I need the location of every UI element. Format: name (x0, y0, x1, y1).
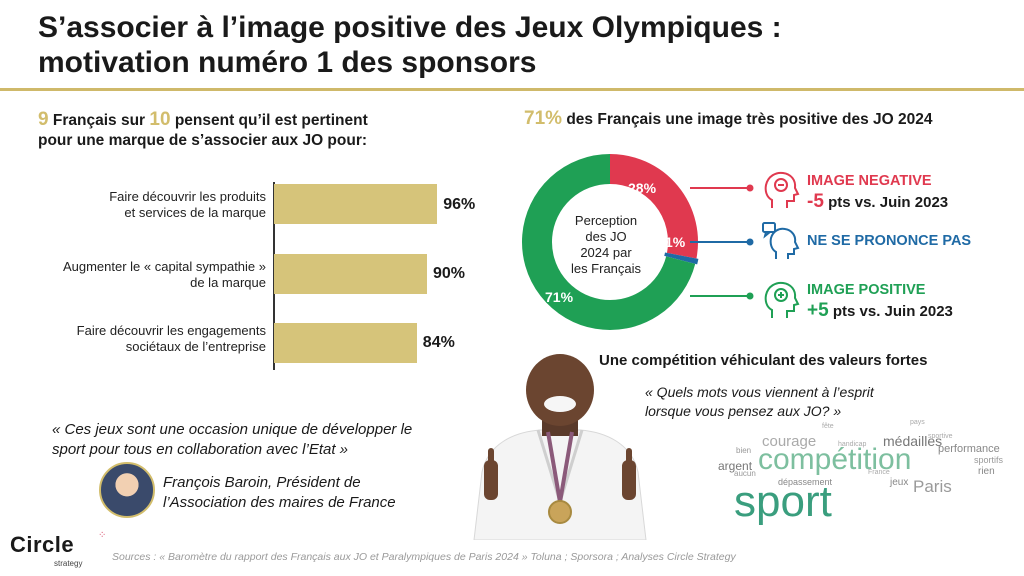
right-headline-text: des Français une image très positive des… (562, 111, 933, 128)
donut-segment-positive (522, 154, 696, 330)
connector-lines (690, 184, 754, 300)
bar-value-3: 84% (422, 334, 455, 351)
donut-chart (522, 154, 699, 330)
donut-center-line-1: Perception (574, 213, 638, 228)
connector-negative-dot (746, 184, 754, 192)
right-headline: 71% des Français une image très positive… (524, 108, 932, 131)
bar-label-3-line-1: Faire découvrir les engagements (76, 323, 266, 338)
donut-center-line-3: 2024 par (580, 245, 632, 260)
category-positive-title: IMAGE POSITIVE (807, 282, 926, 298)
word-pays: pays (910, 419, 925, 426)
headline-number-9: 9 (38, 109, 49, 130)
values-question-line-2: lorsque vous pensez aux JO? » (645, 403, 842, 419)
word-rien: rien (978, 466, 995, 477)
word-cloud: sport compétition Paris médailles courag… (700, 415, 1015, 535)
circle-strategy-logo: Circle ⁘ strategy (10, 530, 106, 568)
word-paris: Paris (913, 477, 952, 496)
positive-delta-text: pts vs. Juin 2023 (828, 303, 953, 320)
author-line-2: l’Association des maires de France (163, 494, 396, 511)
head-minus-icon (764, 171, 800, 208)
bar-label-1: Faire découvrir les produits et services… (10, 189, 266, 221)
connector-neutral-dot (746, 238, 754, 246)
word-competition: compétition (758, 443, 912, 476)
values-question: « Quels mots vous viennent à l’esprit lo… (645, 383, 925, 421)
category-negative-title: IMAGE NEGATIVE (807, 173, 932, 189)
word-argent: argent (718, 459, 753, 473)
logo-dots-icon: ⁘ (98, 530, 107, 541)
logo-sub-text: strategy (54, 559, 83, 568)
bar-chart-axis (273, 182, 275, 370)
bar-1 (274, 184, 438, 224)
donut-segment-negative (609, 154, 698, 259)
word-performance: performance (938, 443, 1000, 455)
bar-value-1: 96% (443, 196, 476, 213)
donut-center-line-4: les Français (570, 261, 642, 276)
word-depassement: dépassement (778, 477, 833, 487)
word-bien: bien (736, 446, 752, 455)
head-speech-icon (762, 222, 800, 259)
quote-line-2: sport pour tous en collaboration avec l’… (52, 441, 349, 458)
donut-center-line-2: des JO (585, 229, 627, 244)
word-fete: fête (822, 423, 834, 430)
donut-segments (522, 154, 699, 330)
segment-label-negative: 28% (628, 180, 657, 196)
connector-positive-dot (746, 292, 754, 300)
bar-label-3-line-2: sociétaux de l’entreprise (125, 339, 266, 354)
title-divider (0, 88, 1024, 91)
title-line-2: motivation numéro 1 des sponsors (38, 46, 537, 79)
word-medailles: médailles (883, 433, 943, 449)
headline-number-10: 10 (149, 109, 171, 130)
title-line-1: S’associer à l’image positive des Jeux O… (38, 11, 782, 44)
mayor-quote: « Ces jeux sont une occasion unique de d… (52, 420, 472, 460)
category-neutral-title: NE SE PRONONCE PAS (807, 233, 972, 249)
quote-line-1: « Ces jeux sont une occasion unique de d… (52, 421, 413, 438)
word-france: France (868, 469, 890, 476)
left-headline: 9 Français sur 10 pensent qu’il est pert… (38, 110, 458, 151)
positive-delta-value: +5 (807, 300, 829, 321)
bar-value-2: 90% (433, 265, 466, 282)
word-courage: courage (762, 433, 817, 450)
word-sportive: sportive (928, 433, 953, 440)
bar-label-1-line-1: Faire découvrir les produits (109, 189, 266, 204)
quote-author: François Baroin, Président de l’Associat… (163, 473, 463, 513)
word-jeux: jeux (890, 477, 909, 488)
bar-label-3: Faire découvrir les engagements sociétau… (10, 323, 266, 355)
headline-text-2: pensent qu’il est pertinent (170, 112, 368, 129)
donut-center-label: Perception des JO 2024 par les Français (560, 213, 652, 277)
head-plus-icon (764, 281, 800, 318)
negative-delta-value: -5 (807, 191, 824, 212)
author-avatar (99, 462, 155, 518)
category-negative-delta: -5 pts vs. Juin 2023 (807, 191, 948, 213)
headline-text-1: Français sur (48, 112, 150, 129)
bar-label-1-line-2: et services de la marque (124, 205, 266, 220)
donut-segment-neutral (664, 252, 699, 265)
bar-label-2: Augmenter le « capital sympathie » de la… (10, 259, 266, 291)
sources-footnote: Sources : « Baromètre du rapport des Fra… (112, 551, 736, 563)
word-sport: sport (734, 477, 832, 526)
right-headline-pct: 71% (524, 108, 563, 129)
athlete-photo (473, 354, 647, 540)
bar-3 (274, 323, 417, 363)
segment-label-positive: 71% (545, 289, 574, 305)
word-sportifs: sportifs (974, 455, 1004, 465)
logo-main-text: Circle (10, 532, 75, 557)
page-title: S’associer à l’image positive des Jeux O… (38, 10, 998, 80)
author-line-1: François Baroin, Président de (163, 474, 361, 491)
word-handicap: handicap (838, 441, 867, 448)
bar-2 (274, 254, 427, 294)
values-title: Une compétition véhiculant des valeurs f… (599, 352, 928, 369)
values-question-line-1: « Quels mots vous viennent à l’esprit (645, 384, 874, 400)
category-positive-delta: +5 pts vs. Juin 2023 (807, 300, 953, 322)
word-aucun: aucun (734, 469, 756, 478)
negative-delta-text: pts vs. Juin 2023 (823, 194, 949, 211)
bar-label-2-line-2: de la marque (190, 275, 266, 290)
bar-label-2-line-1: Augmenter le « capital sympathie » (62, 259, 266, 274)
headline-line-2: pour une marque de s’associer aux JO pou… (38, 132, 368, 149)
segment-label-neutral: 1% (665, 234, 686, 250)
